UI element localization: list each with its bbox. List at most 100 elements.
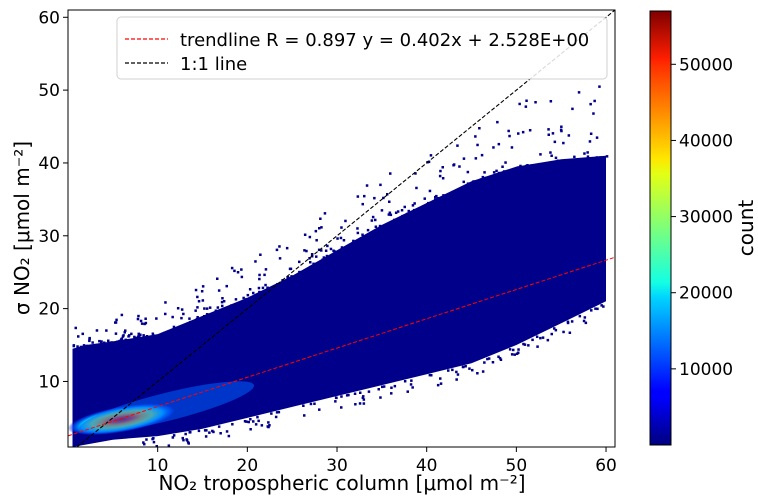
outlier-point [517,348,520,351]
outlier-point [286,276,290,279]
outlier-point [246,293,250,297]
outlier-point [236,271,240,274]
outlier-point [144,336,147,339]
outlier-point [114,332,118,335]
outlier-point [518,102,521,106]
outlier-point [248,288,252,291]
outlier-point [176,307,180,310]
outlier-point [499,358,503,361]
outlier-point [182,312,185,316]
outlier-point [539,153,542,156]
outlier-point [252,420,255,423]
outlier-point [510,353,514,356]
outlier-point [497,171,501,175]
outlier-point [593,99,596,103]
y-tick-label: 60 [38,8,60,28]
outlier-point [152,334,155,337]
outlier-point [370,231,374,234]
colorbar-tick-label: 30000 [679,208,733,228]
outlier-point [303,233,307,236]
outlier-point [205,307,209,310]
outlier-point [439,382,443,385]
outlier-point [462,180,465,184]
outlier-point [184,432,187,436]
outlier-point [214,309,218,312]
outlier-point [586,151,589,154]
outlier-point [203,429,207,432]
outlier-point [541,336,545,339]
outlier-point [424,204,428,207]
outlier-point [474,157,478,160]
outlier-point [145,438,148,441]
outlier-point [263,273,266,277]
outlier-point [254,260,257,263]
outlier-point [478,127,481,130]
outlier-point [546,338,550,342]
outlier-point [254,423,258,426]
outlier-point [257,419,260,423]
outlier-point [427,160,431,164]
outlier-point [598,85,601,88]
outlier-point [320,226,323,229]
outlier-point [315,255,318,258]
outlier-point [534,101,537,104]
outlier-point [310,253,314,256]
colorbar-gradient [649,10,672,446]
outlier-point [452,164,455,167]
outlier-point [230,304,233,307]
outlier-point [99,340,103,344]
outlier-point [340,395,343,398]
outlier-point [320,249,323,252]
outlier-point [208,306,212,309]
outlier-point [359,391,362,394]
outlier-point [221,297,224,300]
outlier-point [428,189,432,193]
outlier-point [161,332,164,336]
outlier-point [135,337,139,340]
outlier-point [334,400,337,403]
outlier-point [137,332,140,336]
outlier-point [217,425,221,428]
outlier-point [171,315,174,319]
outlier-point [85,344,89,348]
outlier-point [496,120,499,124]
outlier-point [196,316,199,319]
outlier-point [278,245,281,248]
outlier-point [361,396,365,399]
outlier-point [583,157,587,160]
outlier-point [492,171,496,174]
outlier-point [345,394,349,397]
outlier-point [479,178,483,181]
outlier-point [128,334,131,337]
outlier-point [562,330,565,334]
outlier-point [182,438,185,442]
outlier-point [374,218,377,222]
x-tick-label: 40 [416,456,438,476]
outlier-point [427,201,430,205]
outlier-point [259,253,262,256]
outlier-point [258,290,261,294]
outlier-point [340,246,344,249]
outlier-point [197,300,201,303]
outlier-point [528,129,532,132]
legend-box [116,16,608,80]
outlier-point [498,357,502,360]
outlier-point [123,331,126,334]
outlier-point [172,325,176,329]
outlier-point [596,307,599,311]
outlier-point [390,392,393,395]
outlier-point [582,319,586,323]
outlier-point [74,326,77,330]
outlier-point [441,166,444,169]
outlier-point [567,134,571,137]
outlier-point [298,270,301,274]
outlier-point [435,194,438,198]
outlier-point [298,260,301,264]
outlier-point [400,209,404,212]
outlier-point [82,345,85,348]
outlier-point [592,112,595,115]
outlier-point [358,402,362,405]
outlier-point [353,392,357,395]
outlier-point [495,169,498,173]
outlier-point [476,372,479,375]
